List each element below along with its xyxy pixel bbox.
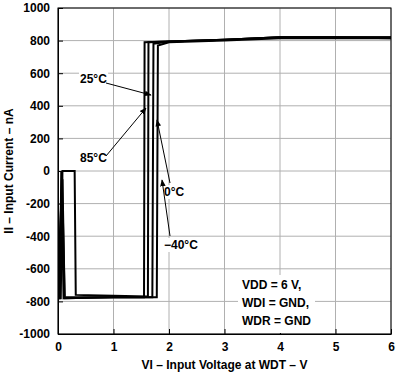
tick-mark — [58, 106, 63, 107]
series-line — [58, 37, 391, 298]
tick-label: 1000 — [23, 1, 50, 15]
plot: 0 1 2 3 4 5 6 -1000 -800 -600 -400 -200 0 200 400 600 80… — [19, 1, 395, 353]
tick: -400 — [26, 230, 63, 244]
tick-label: -200 — [26, 197, 50, 211]
grid-line-y — [58, 171, 391, 172]
label-arrow — [106, 83, 151, 95]
label-arrow — [162, 180, 170, 236]
condition-text: WDR = GND — [242, 314, 311, 328]
grid-line-y — [58, 105, 391, 106]
tick-label: -800 — [26, 295, 50, 309]
grid-line-y — [58, 203, 391, 204]
grid-line-y — [58, 301, 391, 302]
tick-label: 1 — [111, 340, 118, 354]
annotations: 25°C 85°C 0°C −40°C VDD = 6 V, WDI = GND, WDR … — [79, 72, 315, 333]
x-axis: 0 1 2 3 4 5 6 — [55, 329, 395, 354]
tick: 3 — [222, 329, 229, 354]
tick-label: 200 — [30, 132, 50, 146]
label-background — [79, 151, 108, 165]
tick-label: 5 — [333, 340, 340, 354]
tick: 5 — [333, 329, 340, 354]
tick: -600 — [26, 262, 63, 276]
tick-label: 6 — [388, 340, 395, 354]
label-background — [163, 238, 199, 252]
y-axis-title: II – Input Current – nA — [2, 108, 16, 234]
tick: -1000 — [19, 327, 63, 341]
tick-label: -1000 — [19, 327, 50, 341]
tick-label: 4 — [277, 340, 284, 354]
series-label: 0°C — [164, 185, 184, 199]
grid — [58, 8, 391, 334]
series-label: 85°C — [80, 151, 107, 165]
tick-label: 600 — [30, 67, 50, 81]
tick: -200 — [26, 197, 63, 211]
tick: -800 — [26, 295, 63, 309]
tick-label: 0 — [43, 164, 50, 178]
series-label: 25°C — [80, 72, 107, 86]
tick-mark — [58, 301, 63, 302]
tick-mark — [58, 138, 63, 139]
grid-line-y — [58, 268, 391, 269]
plot-frame — [58, 8, 391, 334]
tick-label: 2 — [166, 340, 173, 354]
tick-label: 800 — [30, 34, 50, 48]
series-line — [58, 38, 391, 298]
grid-line-y — [58, 236, 391, 237]
tick-label: 0 — [55, 340, 62, 354]
tick-mark — [58, 41, 63, 42]
tick-mark — [225, 329, 226, 334]
tick-label: -400 — [26, 230, 50, 244]
tick: 1000 — [23, 1, 63, 15]
tick-label: -600 — [26, 262, 50, 276]
tick-mark — [114, 329, 115, 334]
tick: 2 — [166, 329, 173, 354]
label-arrow — [106, 108, 146, 156]
y-axis: -1000 -800 -600 -400 -200 0 200 400 600 800 1000 — [19, 1, 63, 341]
conditions: VDD = 6 V, WDI = GND, WDR = GND — [238, 275, 315, 333]
label-background — [163, 185, 185, 199]
series-label: −40°C — [164, 238, 198, 252]
series-group — [58, 37, 391, 298]
tick-mark — [336, 329, 337, 334]
series-line — [58, 37, 391, 298]
tick: 0 — [43, 164, 63, 178]
tick-label: 3 — [222, 340, 229, 354]
tick-label: 400 — [30, 99, 50, 113]
label-background — [79, 72, 108, 86]
conditions-background — [238, 275, 315, 333]
grid-line-y — [58, 138, 391, 139]
tick-mark — [58, 73, 63, 74]
tick: 1 — [111, 329, 118, 354]
series-line — [58, 37, 391, 298]
tick-mark — [169, 329, 170, 334]
tick: 6 — [388, 329, 395, 354]
label-arrow — [157, 120, 170, 183]
x-axis-title: VI – Input Voltage at WDT – V — [142, 358, 308, 372]
condition-text: VDD = 6 V, — [242, 278, 301, 292]
condition-text: WDI = GND, — [242, 296, 309, 310]
chart: 0 1 2 3 4 5 6 -1000 -800 -600 -400 -200 0 200 400 600 80… — [0, 0, 399, 377]
